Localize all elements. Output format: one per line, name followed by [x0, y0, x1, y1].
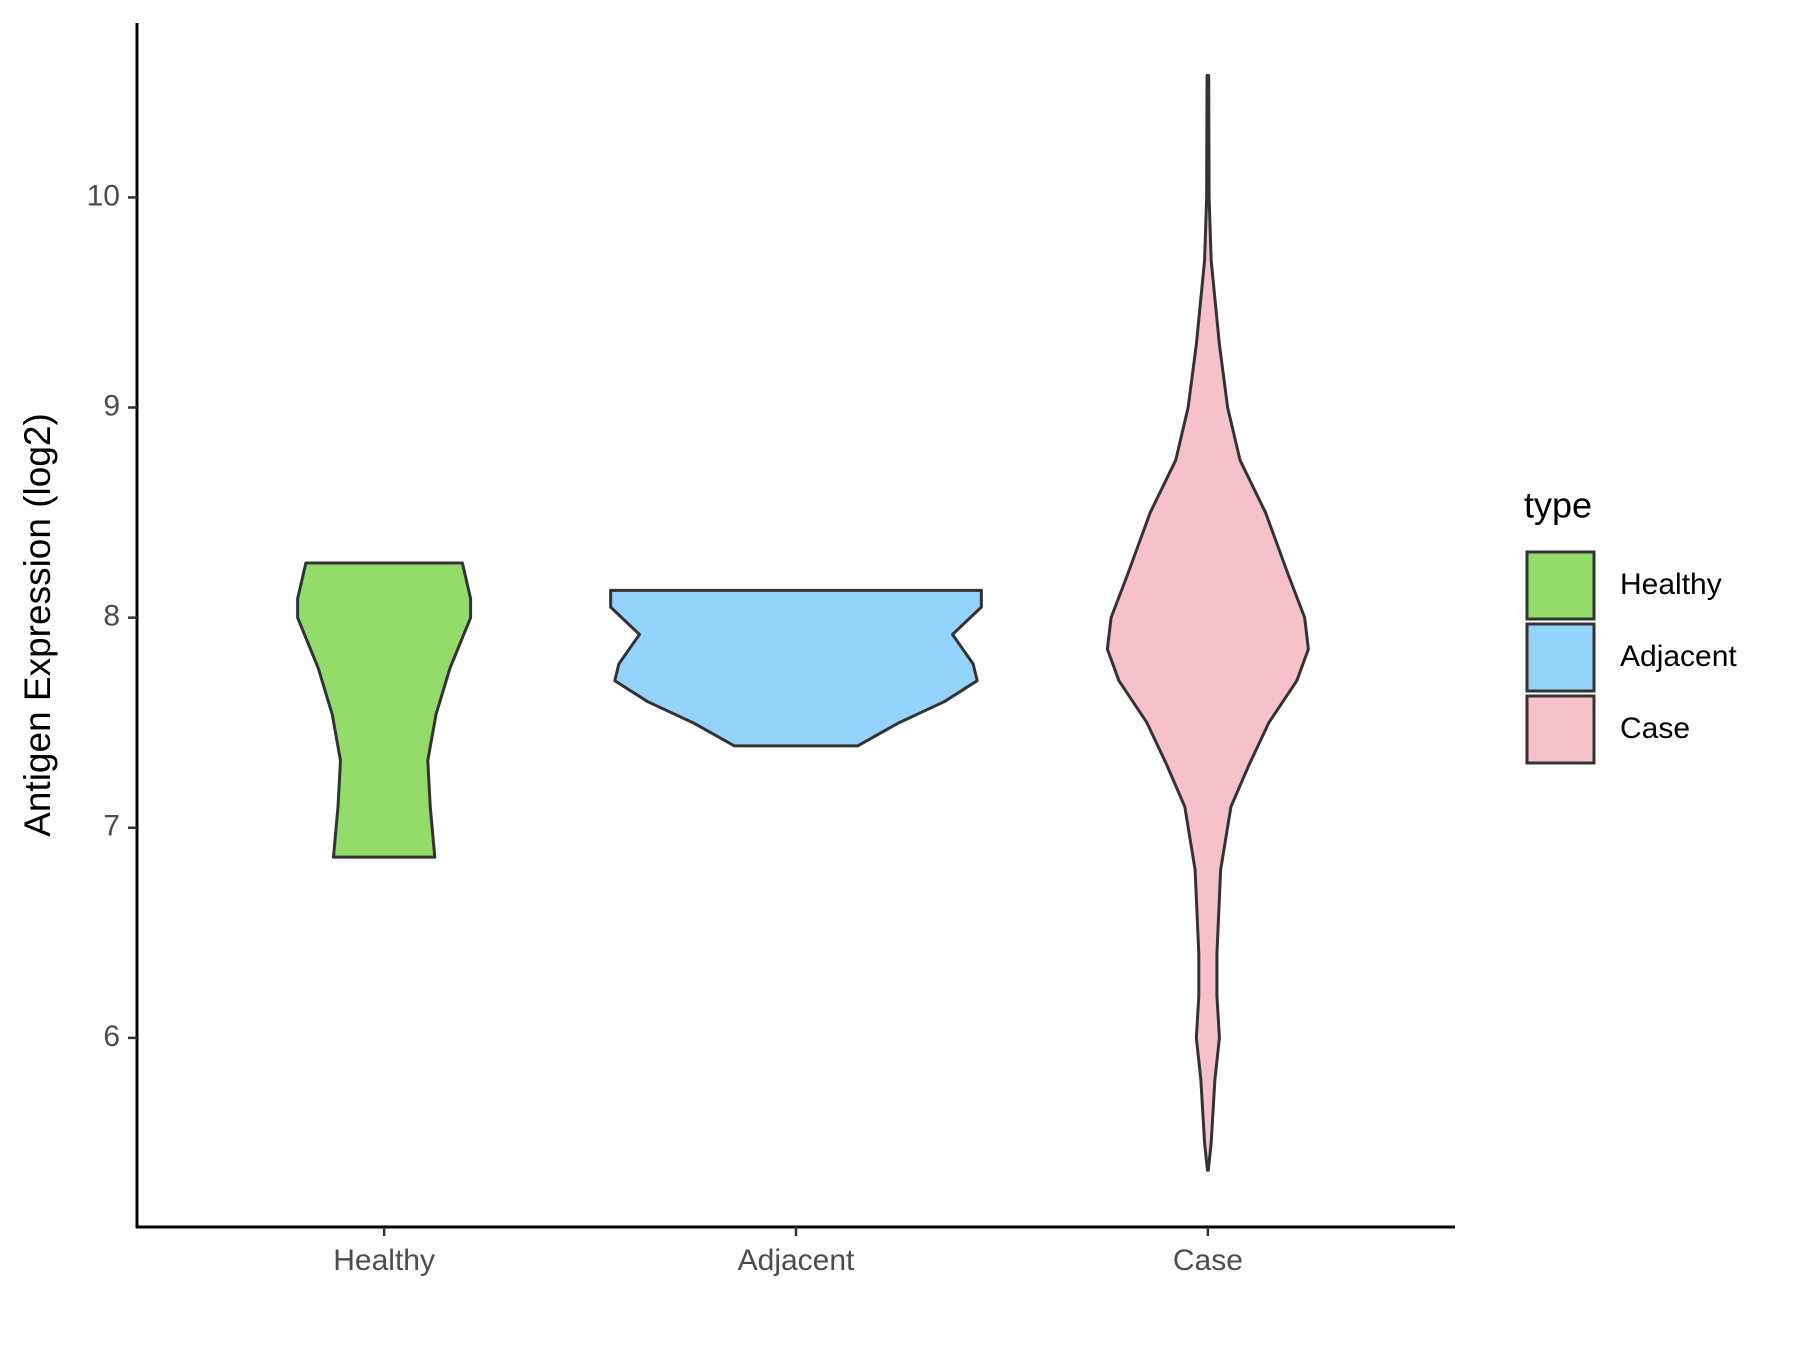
y-tick-label: 10	[87, 179, 120, 212]
legend-label: Adjacent	[1620, 640, 1737, 673]
y-tick-label: 6	[103, 1020, 120, 1053]
violin	[609, 588, 983, 748]
legend-label: Healthy	[1620, 568, 1722, 601]
y-tick-label: 9	[103, 389, 120, 422]
x-tick-label: Case	[1173, 1244, 1243, 1277]
x-tick-label: Healthy	[333, 1244, 435, 1277]
y-tick-label: 8	[103, 600, 120, 633]
legend-key	[1525, 622, 1596, 693]
legend-title: type	[1524, 485, 1592, 526]
violin	[296, 561, 473, 859]
y-axis-title: Antigen Expression (log2)	[17, 413, 58, 837]
x-tick-label: Adjacent	[738, 1244, 855, 1277]
legend-key	[1525, 694, 1596, 765]
y-tick-label: 7	[103, 810, 120, 843]
legend-label: Case	[1620, 712, 1690, 745]
legend-key	[1525, 550, 1596, 621]
violin	[1105, 74, 1310, 1172]
